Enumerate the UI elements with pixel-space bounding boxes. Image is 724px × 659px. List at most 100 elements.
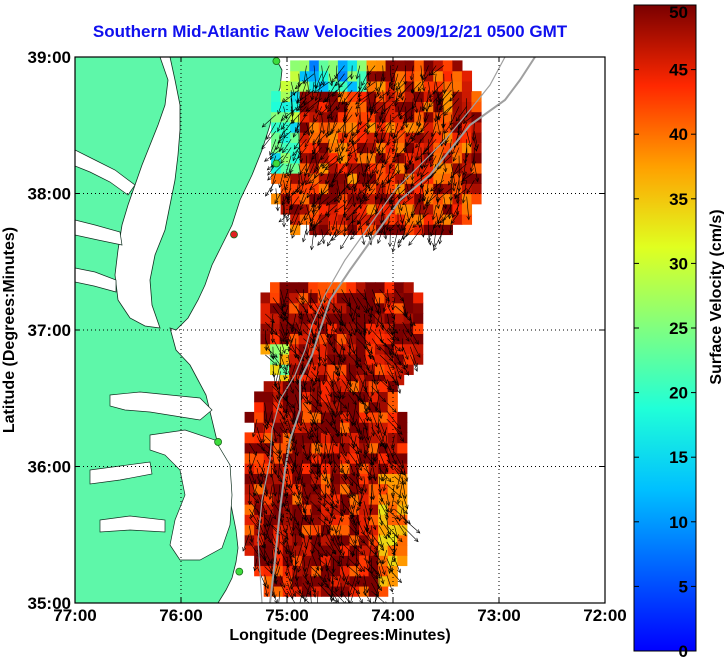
velocity-arrow (417, 122, 429, 136)
arrow-head (423, 205, 427, 211)
velocity-arrow (283, 204, 285, 227)
velocity-arrow (264, 338, 273, 359)
velocity-cell (413, 312, 424, 324)
velocity-arrow (344, 196, 353, 211)
velocity-arrow (284, 476, 288, 497)
velocity-arrow (379, 346, 394, 362)
arrow-head (330, 128, 335, 134)
velocity-cell (254, 514, 265, 526)
arrow-head (436, 116, 441, 121)
velocity-cell (280, 91, 291, 102)
arrow-head (417, 86, 422, 92)
velocity-arrow (348, 443, 360, 455)
velocity-arrow (348, 371, 358, 383)
velocity-arrow (311, 147, 322, 160)
velocity-arrow (313, 81, 330, 93)
velocity-arrow (284, 155, 292, 178)
arrow-head (346, 380, 351, 386)
velocity-cell (349, 381, 360, 393)
velocity-cell (273, 381, 284, 393)
arrow-head (388, 82, 393, 88)
velocity-arrow (302, 435, 304, 449)
velocity-arrow (325, 171, 330, 185)
velocity-cell (263, 524, 274, 536)
arrow-head (437, 187, 442, 193)
velocity-cell (442, 111, 453, 123)
velocity-arrow (325, 508, 336, 520)
velocity-arrow (348, 500, 355, 524)
velocity-arrow (278, 386, 281, 402)
velocity-arrow (397, 229, 414, 244)
arrow-head (377, 586, 382, 592)
arrow-head (356, 196, 360, 202)
velocity-arrow (340, 451, 349, 464)
arrow-head (324, 104, 329, 110)
arrow-head (284, 413, 289, 418)
arrow-head (338, 195, 343, 201)
velocity-cell (311, 493, 322, 505)
velocity-arrow (402, 321, 410, 333)
velocity-arrow (439, 81, 452, 102)
velocity-arrow (340, 468, 354, 486)
arrow-head (322, 454, 327, 460)
velocity-arrow (379, 106, 384, 121)
velocity-cell (340, 381, 351, 393)
velocity-cell (368, 432, 379, 444)
arrow-head (332, 348, 337, 354)
velocity-arrow (348, 533, 357, 549)
velocity-cell (404, 91, 415, 102)
velocity-cell (292, 432, 303, 444)
arrow-head (311, 210, 316, 215)
arrow-head (363, 488, 368, 493)
arrow-head (376, 429, 381, 435)
arrow-head (396, 347, 402, 352)
velocity-arrow (374, 73, 378, 92)
arrow-head (345, 563, 350, 568)
arrow-head (314, 118, 318, 123)
arrow-head (320, 419, 325, 425)
arrow-head (358, 544, 363, 550)
velocity-cell (347, 70, 358, 82)
velocity-arrow (317, 451, 319, 475)
velocity-cell (320, 473, 332, 485)
arrow-head (357, 93, 362, 98)
arrow-head (303, 517, 308, 523)
velocity-arrow (368, 98, 383, 111)
arrow-head (343, 211, 348, 216)
arrow-head (414, 367, 418, 372)
velocity-arrow (422, 204, 429, 218)
arrow-head (331, 92, 337, 97)
arrow-head (284, 571, 289, 577)
velocity-cell (471, 142, 482, 154)
velocity-arrow (308, 443, 311, 459)
velocity-arrow (462, 180, 467, 204)
arrow-head (289, 418, 294, 423)
arrow-head (337, 128, 342, 134)
velocity-arrow (417, 204, 422, 225)
velocity-arrow (291, 221, 300, 239)
velocity-cell (244, 534, 255, 546)
arrow-head (394, 381, 400, 387)
velocity-cell (347, 152, 358, 164)
velocity-arrow (394, 305, 412, 321)
velocity-cell (376, 183, 387, 195)
arrow-head (411, 211, 416, 217)
arrow-head (338, 411, 343, 416)
velocity-arrow (302, 451, 315, 467)
velocity-cell (385, 142, 396, 154)
arrow-head (381, 397, 387, 403)
velocity-arrow (363, 435, 370, 448)
arrow-head (453, 193, 458, 199)
velocity-arrow (310, 509, 313, 522)
velocity-arrow (347, 147, 360, 157)
velocity-cell (346, 364, 357, 375)
arrow-head (258, 483, 263, 489)
velocity-cell (263, 514, 274, 526)
arrow-head (295, 484, 300, 490)
arrow-head (357, 86, 362, 91)
velocity-cell (376, 193, 387, 205)
arrow-head (329, 81, 334, 87)
arrow-head (435, 204, 440, 210)
velocity-cell (366, 91, 377, 102)
velocity-arrow (326, 550, 334, 572)
